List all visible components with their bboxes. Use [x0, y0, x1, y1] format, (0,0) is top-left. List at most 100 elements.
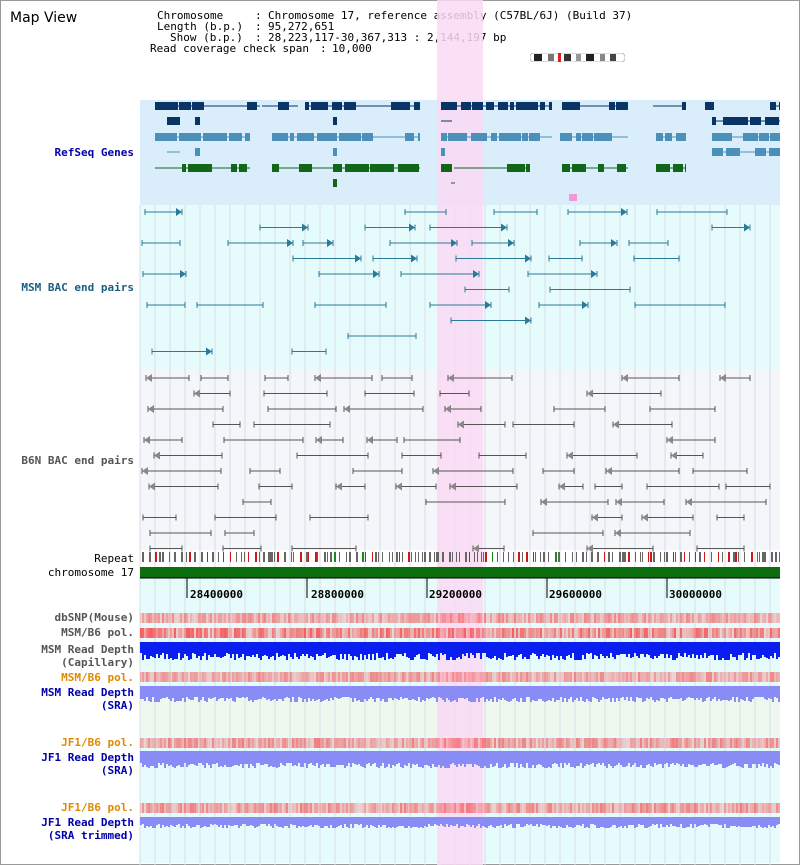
- gene-exon: [770, 102, 776, 110]
- repeat-element: [218, 552, 219, 562]
- repeat-element: [604, 552, 605, 562]
- gene-exon: [414, 102, 420, 110]
- repeat-element: [673, 552, 674, 562]
- gene-exon: [391, 102, 410, 110]
- bac-end-arrow: [194, 389, 200, 398]
- track-label-jf1-depth-trimmed[interactable]: JF1 Read Depth (SRA trimmed): [41, 816, 134, 842]
- gene-exon: [516, 102, 538, 110]
- repeat-element: [744, 552, 745, 562]
- bac-end-arrow: [587, 544, 593, 553]
- repeat-element: [399, 552, 400, 562]
- repeat-element: [459, 552, 460, 562]
- gene-exon: [188, 164, 212, 172]
- bac-end-arrow: [591, 270, 597, 278]
- bac-end-arrow: [445, 405, 451, 413]
- repeat-element: [327, 552, 328, 562]
- repeat-element: [392, 552, 393, 562]
- repeat-element: [452, 552, 453, 562]
- gene-exon: [247, 102, 257, 110]
- bac-end-arrow: [744, 223, 750, 232]
- repeat-element: [389, 552, 390, 562]
- gene-exon: [750, 117, 761, 125]
- track-label-jf1-b6-pol-1[interactable]: JF1/B6 pol.: [61, 736, 134, 749]
- repeat-element: [492, 552, 493, 562]
- repeat-element: [449, 552, 451, 562]
- bac-end-arrow: [642, 513, 648, 522]
- track-label-msm-depth-sra[interactable]: MSM Read Depth (SRA): [41, 686, 134, 712]
- gene-exon: [682, 102, 686, 110]
- track-label-jf1-b6-pol-2[interactable]: JF1/B6 pol.: [61, 801, 134, 814]
- bac-end-arrow: [355, 254, 361, 263]
- coverage-key: Read coverage check span: [150, 42, 309, 55]
- bac-end-arrow: [450, 482, 456, 491]
- gene-exon: [370, 164, 394, 172]
- repeat-element: [660, 552, 661, 562]
- bac-end-arrow: [144, 436, 150, 444]
- repeat-element: [149, 552, 151, 562]
- repeat-element: [722, 552, 723, 562]
- bac-end-arrow: [327, 239, 333, 247]
- length-value: 95,272,651: [268, 20, 335, 33]
- repeat-element: [396, 552, 398, 562]
- repeat-element: [186, 552, 187, 562]
- gene-exon: [498, 102, 508, 110]
- gene-exon: [345, 164, 369, 172]
- bac-end-arrow: [606, 467, 612, 475]
- bac-end-arrow: [615, 529, 621, 537]
- repeat-element: [664, 552, 665, 562]
- bac-end-arrow: [409, 223, 415, 232]
- repeat-element: [181, 552, 183, 562]
- repeat-element: [277, 552, 279, 562]
- repeat-element: [624, 552, 626, 562]
- repeat-element: [300, 552, 302, 562]
- track-label-msm-b6-pol-2[interactable]: MSM/B6 pol.: [61, 671, 134, 684]
- chromosome-ideogram[interactable]: [530, 53, 625, 62]
- gene-exon: [755, 148, 766, 156]
- repeat-element: [704, 552, 705, 562]
- ruler-tick-label: 29600000: [549, 588, 602, 601]
- repeat-element: [155, 552, 157, 562]
- track-label-msm-b6-pol-1[interactable]: MSM/B6 pol.: [61, 626, 134, 639]
- gene-exon: [179, 133, 201, 141]
- repeat-element: [619, 552, 621, 562]
- track-label-jf1-depth-sra[interactable]: JF1 Read Depth (SRA): [41, 751, 134, 777]
- repeat-element: [555, 552, 557, 562]
- bac-end-arrow: [622, 374, 628, 382]
- repeat-element: [330, 552, 332, 562]
- gene-exon: [441, 133, 447, 141]
- bac-end-arrow: [411, 254, 417, 263]
- bac-end-arrow: [302, 223, 308, 232]
- repeat-element: [436, 552, 438, 562]
- gene-exon: [743, 133, 758, 141]
- track-label-repeat: Repeat: [94, 552, 134, 565]
- gene-exon: [441, 102, 457, 110]
- gene-exon: [344, 102, 356, 110]
- repeat-element: [483, 552, 484, 562]
- track-label-b6n-bac[interactable]: B6N BAC end pairs: [21, 454, 134, 467]
- gene-exon: [472, 102, 483, 110]
- repeat-element: [477, 552, 478, 562]
- repeat-element: [474, 552, 475, 562]
- bac-end-arrow: [567, 451, 573, 460]
- track-label-dbsnp[interactable]: dbSNP(Mouse): [54, 611, 134, 624]
- repeat-element: [223, 552, 224, 562]
- track-label-msm-bac[interactable]: MSM BAC end pairs: [21, 281, 134, 294]
- gene-exon: [656, 164, 670, 172]
- repeat-element: [212, 552, 214, 562]
- track-label-refseq[interactable]: RefSeq Genes: [54, 146, 134, 159]
- gene-exon: [305, 102, 309, 110]
- bac-end-arrow: [592, 513, 598, 522]
- repeat-element: [402, 552, 403, 562]
- repeat-element: [429, 552, 431, 562]
- repeat-element: [284, 552, 286, 562]
- gene-exon: [617, 164, 626, 172]
- bac-end-arrow: [149, 482, 155, 491]
- gene-exon: [441, 164, 452, 172]
- ruler-tick-label: 28800000: [311, 588, 364, 601]
- repeat-element: [189, 552, 191, 562]
- gene-exon: [562, 164, 570, 172]
- repeat-element: [548, 552, 549, 562]
- repeat-element: [372, 552, 373, 562]
- track-label-msm-depth-capillary[interactable]: MSM Read Depth (Capillary): [41, 643, 134, 669]
